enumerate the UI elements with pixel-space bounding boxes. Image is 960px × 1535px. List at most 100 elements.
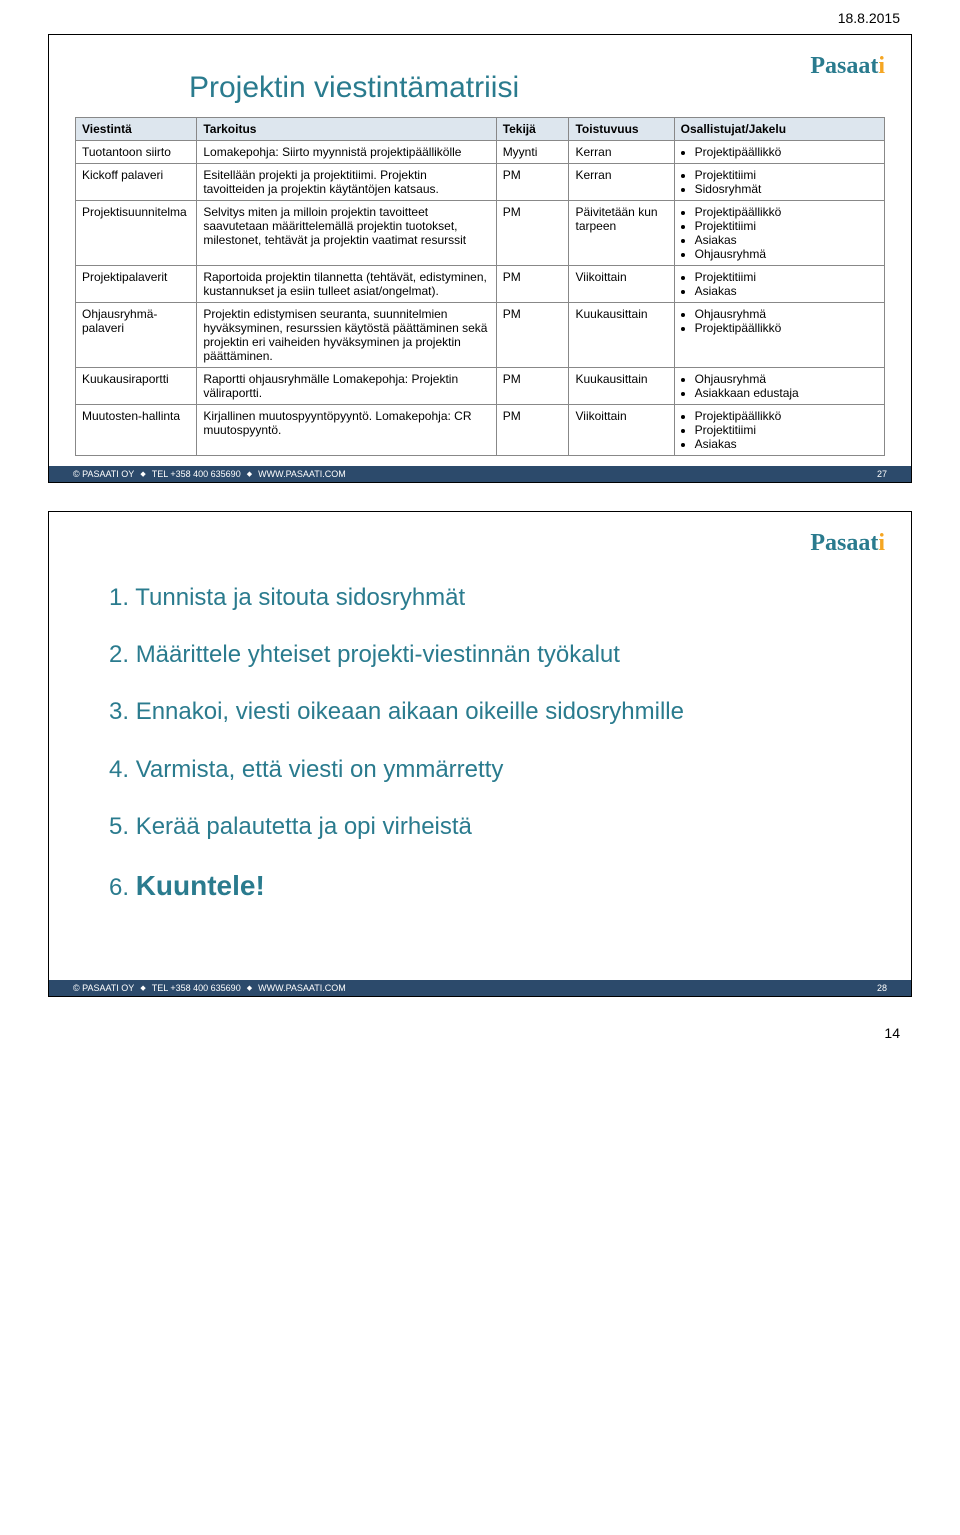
table-cell: Kuukausittain (569, 303, 674, 368)
table-row: Ohjausryhmä-palaveriProjektin edistymise… (76, 303, 885, 368)
participant-item: Ohjausryhmä (695, 247, 878, 261)
table-cell: Kerran (569, 164, 674, 201)
participant-item: Projektipäällikkö (695, 409, 878, 423)
participant-item: Ohjausryhmä (695, 307, 878, 321)
diamond-icon: ◆ (140, 984, 145, 992)
table-cell: Kerran (569, 141, 674, 164)
participant-item: Projektitiimi (695, 168, 878, 182)
table-cell-participants: ProjektipäällikköProjektitiimiAsiakas (674, 405, 884, 456)
slide1-title: Projektin viestintämatriisi (49, 35, 911, 105)
col-viestinta: Viestintä (76, 118, 197, 141)
participant-item: Asiakas (695, 233, 878, 247)
participant-item: Sidosryhmät (695, 182, 878, 196)
participant-item: Projektitiimi (695, 219, 878, 233)
participant-item: Asiakas (695, 437, 878, 451)
table-cell: PM (496, 266, 569, 303)
list-item-text: Määrittele yhteiset projekti-viestinnän … (136, 641, 620, 668)
footer-web: WWW.PASAATI.COM (258, 469, 346, 479)
table-cell: Lomakepohja: Siirto myynnistä projektipä… (197, 141, 496, 164)
col-tarkoitus: Tarkoitus (197, 118, 496, 141)
table-cell: PM (496, 201, 569, 266)
communication-matrix-table: Viestintä Tarkoitus Tekijä Toistuvuus Os… (75, 117, 885, 456)
footer-copyright: © PASAATI OY (73, 983, 134, 993)
footer-tel: TEL +358 400 635690 (152, 469, 241, 479)
footer-pagenum: 28 (877, 983, 887, 993)
table-cell: Muutosten-hallinta (76, 405, 197, 456)
table-cell: Myynti (496, 141, 569, 164)
table-row: Tuotantoon siirtoLomakepohja: Siirto myy… (76, 141, 885, 164)
table-cell: Raportoida projektin tilannetta (tehtävä… (197, 266, 496, 303)
table-cell: Viikoittain (569, 405, 674, 456)
list-item-number: 4. (109, 756, 136, 783)
participant-item: Asiakas (695, 284, 878, 298)
list-item: 4. Varmista, että viesti on ymmärretty (109, 754, 851, 785)
table-cell: Tuotantoon siirto (76, 141, 197, 164)
table-cell: Projektipalaverit (76, 266, 197, 303)
page-date: 18.8.2015 (0, 0, 960, 26)
list-item-text: Kuuntele! (136, 870, 265, 901)
table-row: ProjektisuunnitelmaSelvitys miten ja mil… (76, 201, 885, 266)
list-item: 6. Kuuntele! (109, 868, 851, 904)
participant-item: Projektipäällikkö (695, 321, 878, 335)
participant-item: Projektipäällikkö (695, 145, 878, 159)
slide1-footer: © PASAATI OY ◆ TEL +358 400 635690 ◆ WWW… (49, 466, 911, 482)
slide-1: Pasaati Projektin viestintämatriisi Vies… (48, 34, 912, 483)
footer-tel: TEL +358 400 635690 (152, 983, 241, 993)
participant-item: Asiakkaan edustaja (695, 386, 878, 400)
brand-text: Pasaat (810, 530, 878, 556)
list-item-number: 3. (109, 698, 136, 725)
col-toistuvuus: Toistuvuus (569, 118, 674, 141)
slide-2: Pasaati 1. Tunnista ja sitouta sidosryhm… (48, 511, 912, 997)
table-cell-participants: ProjektitiimiAsiakas (674, 266, 884, 303)
table-cell-participants: Projektipäällikkö (674, 141, 884, 164)
table-cell: PM (496, 303, 569, 368)
list-item-text: Kerää palautetta ja opi virheistä (136, 813, 472, 840)
table-row: Muutosten-hallintaKirjallinen muutospyyn… (76, 405, 885, 456)
slide2-footer: © PASAATI OY ◆ TEL +358 400 635690 ◆ WWW… (49, 980, 911, 996)
table-cell: Kickoff palaveri (76, 164, 197, 201)
diamond-icon: ◆ (247, 470, 252, 478)
brand-dot-icon: i (878, 530, 885, 556)
table-cell: Kirjallinen muutospyyntöpyyntö. Lomakepo… (197, 405, 496, 456)
list-item-text: Ennakoi, viesti oikeaan aikaan oikeille … (136, 698, 684, 725)
table-cell: Päivitetään kun tarpeen (569, 201, 674, 266)
table-row: Kickoff palaveriEsitellään projekti ja p… (76, 164, 885, 201)
list-item-text: Tunnista ja sitouta sidosryhmät (135, 584, 465, 611)
table-cell: Projektisuunnitelma (76, 201, 197, 266)
table-cell: PM (496, 405, 569, 456)
table-cell: Raportti ohjausryhmälle Lomakepohja: Pro… (197, 368, 496, 405)
list-item-number: 1. (109, 584, 135, 611)
table-header-row: Viestintä Tarkoitus Tekijä Toistuvuus Os… (76, 118, 885, 141)
summary-list: 1. Tunnista ja sitouta sidosryhmät 2. Mää… (49, 512, 911, 970)
footer-copyright: © PASAATI OY (73, 469, 134, 479)
table-row: ProjektipalaveritRaportoida projektin ti… (76, 266, 885, 303)
table-cell: Ohjausryhmä-palaveri (76, 303, 197, 368)
brand-text: Pasaat (810, 53, 878, 79)
list-item: 5. Kerää palautetta ja opi virheistä (109, 811, 851, 842)
table-cell-participants: OhjausryhmäAsiakkaan edustaja (674, 368, 884, 405)
bottom-page-number: 14 (0, 1025, 960, 1057)
brand-logo: Pasaati (810, 53, 885, 80)
footer-pagenum: 27 (877, 469, 887, 479)
table-cell-participants: OhjausryhmäProjektipäällikkö (674, 303, 884, 368)
table-cell: Viikoittain (569, 266, 674, 303)
brand-logo: Pasaati (810, 530, 885, 557)
brand-dot-icon: i (878, 53, 885, 79)
col-tekija: Tekijä (496, 118, 569, 141)
col-osallistujat: Osallistujat/Jakelu (674, 118, 884, 141)
participant-item: Projektipäällikkö (695, 205, 878, 219)
table-cell: Kuukausittain (569, 368, 674, 405)
diamond-icon: ◆ (140, 470, 145, 478)
table-cell: Selvitys miten ja milloin projektin tavo… (197, 201, 496, 266)
table-cell: PM (496, 164, 569, 201)
participant-item: Projektitiimi (695, 270, 878, 284)
table-cell-participants: ProjektipäällikköProjektitiimiAsiakasOhj… (674, 201, 884, 266)
table-cell: Kuukausiraportti (76, 368, 197, 405)
list-item: 1. Tunnista ja sitouta sidosryhmät (109, 582, 851, 613)
table-cell: Projektin edistymisen seuranta, suunnite… (197, 303, 496, 368)
list-item: 2. Määrittele yhteiset projekti-viestinn… (109, 639, 851, 670)
footer-left: © PASAATI OY ◆ TEL +358 400 635690 ◆ WWW… (73, 983, 346, 993)
footer-web: WWW.PASAATI.COM (258, 983, 346, 993)
footer-left: © PASAATI OY ◆ TEL +358 400 635690 ◆ WWW… (73, 469, 346, 479)
table-row: KuukausiraporttiRaportti ohjausryhmälle … (76, 368, 885, 405)
